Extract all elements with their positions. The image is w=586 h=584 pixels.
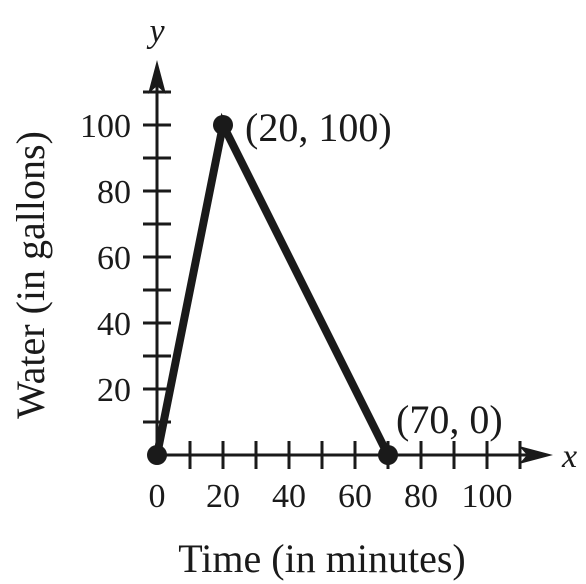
data-point — [147, 445, 167, 465]
y-tick-label: 40 — [97, 306, 131, 343]
series-line — [153, 112, 392, 459]
point-label: (70, 0) — [396, 397, 503, 442]
x-axis-arrowhead — [519, 446, 553, 464]
y-axis-title: Water (in gallons) — [8, 131, 53, 419]
x-tick-label: 40 — [272, 478, 306, 515]
y-axis-variable: y — [146, 13, 165, 50]
x-axis-variable: x — [561, 438, 577, 475]
y-tick-label: 100 — [80, 108, 131, 145]
x-tick-label: 20 — [206, 478, 240, 515]
y-tick-label: 80 — [97, 174, 131, 211]
x-tick-label: 60 — [338, 478, 372, 515]
x-axis-title: Time (in minutes) — [178, 536, 465, 581]
y-tick-label: 60 — [97, 240, 131, 277]
x-tick-label: 80 — [404, 478, 438, 515]
x-tick-label: 0 — [149, 478, 166, 515]
point-label: (20, 100) — [245, 105, 392, 150]
y-axis-arrowhead — [148, 60, 166, 94]
data-points — [147, 115, 398, 465]
y-tick-label: 20 — [97, 372, 131, 409]
tick-labels: 0 20 40 60 80 100 20 40 60 80 100 — [80, 108, 513, 515]
data-point — [213, 115, 233, 135]
point-labels: (20, 100) (70, 0) — [245, 105, 503, 442]
data-point — [378, 445, 398, 465]
x-tick-label: 100 — [462, 478, 513, 515]
